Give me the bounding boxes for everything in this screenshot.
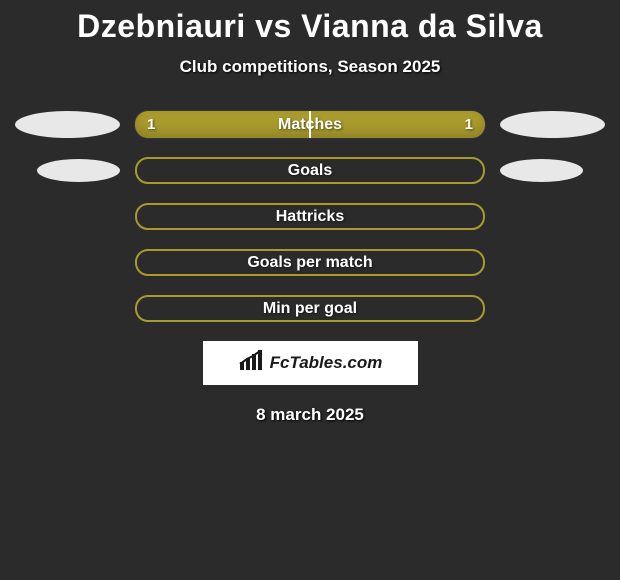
bar-matches: 1 Matches 1: [135, 111, 485, 138]
date-line: 8 march 2025: [0, 405, 620, 425]
bar-label: Goals: [288, 162, 332, 180]
bar-label: Hattricks: [276, 208, 344, 226]
bar-min-per-goal: Min per goal: [135, 295, 485, 322]
logo-text: FcTables.com: [270, 353, 383, 373]
logo-box: FcTables.com: [203, 341, 418, 385]
row-matches: 1 Matches 1: [0, 111, 620, 138]
bar-hattricks: Hattricks: [135, 203, 485, 230]
bar-goals-per-match: Goals per match: [135, 249, 485, 276]
bar-goals: Goals: [135, 157, 485, 184]
bar-label: Goals per match: [247, 254, 372, 272]
row-hattricks: Hattricks: [0, 203, 620, 230]
chart-rows: 1 Matches 1 Goals Hattricks Goals per ma…: [0, 111, 620, 322]
ellipse-right: [500, 159, 583, 182]
ellipse-right: [500, 111, 605, 138]
ellipse-left: [15, 111, 120, 138]
page-title: Dzebniauri vs Vianna da Silva: [0, 0, 620, 45]
bar-label: Min per goal: [263, 300, 357, 318]
row-goals: Goals: [0, 157, 620, 184]
row-min-per-goal: Min per goal: [0, 295, 620, 322]
page-subtitle: Club competitions, Season 2025: [0, 57, 620, 77]
logo-chart-icon: [238, 350, 264, 377]
value-left: 1: [147, 111, 155, 138]
divider-tick: [309, 111, 311, 138]
row-goals-per-match: Goals per match: [0, 249, 620, 276]
value-right: 1: [465, 111, 473, 138]
ellipse-left: [37, 159, 120, 182]
